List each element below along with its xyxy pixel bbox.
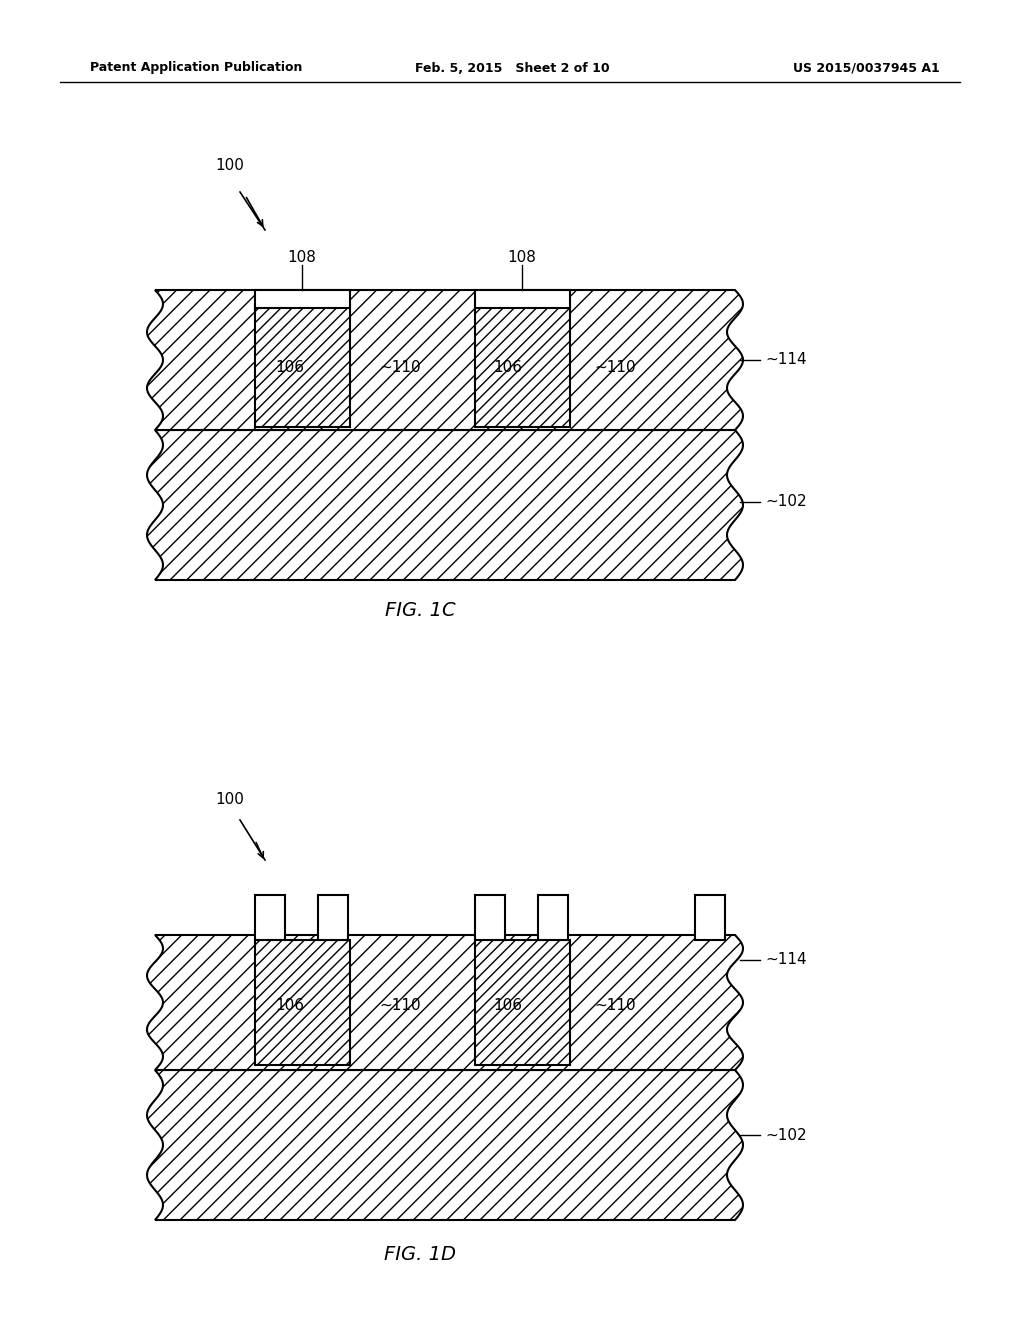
Bar — [475, 305, 570, 426]
Text: Feb. 5, 2015   Sheet 2 of 10: Feb. 5, 2015 Sheet 2 of 10 — [415, 62, 609, 74]
Text: ~110: ~110 — [379, 998, 421, 1012]
Polygon shape — [147, 1071, 743, 1220]
Bar — [475, 940, 570, 1065]
Bar — [475, 290, 570, 308]
Bar — [538, 895, 568, 940]
Text: US 2015/0037945 A1: US 2015/0037945 A1 — [794, 62, 940, 74]
Bar — [255, 305, 350, 426]
Text: 106: 106 — [275, 360, 304, 375]
Text: ~102: ~102 — [765, 1127, 807, 1143]
Polygon shape — [147, 935, 743, 1071]
Bar — [255, 940, 350, 1065]
Text: 106: 106 — [275, 998, 304, 1012]
Text: ~110: ~110 — [594, 360, 636, 375]
Text: 106: 106 — [494, 360, 522, 375]
Bar — [318, 895, 348, 940]
Text: Patent Application Publication: Patent Application Publication — [90, 62, 302, 74]
Text: 100: 100 — [216, 792, 245, 808]
Bar — [255, 895, 285, 940]
Text: 106: 106 — [494, 998, 522, 1012]
Text: ~102: ~102 — [765, 495, 807, 510]
Bar — [475, 895, 505, 940]
Text: ~114: ~114 — [765, 953, 807, 968]
Text: ~114: ~114 — [765, 352, 807, 367]
Text: FIG. 1C: FIG. 1C — [385, 601, 456, 619]
Bar — [695, 895, 725, 940]
Polygon shape — [147, 430, 743, 579]
Text: 108: 108 — [508, 251, 537, 265]
Bar — [255, 290, 350, 308]
Text: 100: 100 — [216, 157, 245, 173]
Text: FIG. 1D: FIG. 1D — [384, 1246, 456, 1265]
Text: ~110: ~110 — [379, 360, 421, 375]
Text: ~110: ~110 — [594, 998, 636, 1012]
Polygon shape — [147, 290, 743, 430]
Text: 108: 108 — [288, 251, 316, 265]
